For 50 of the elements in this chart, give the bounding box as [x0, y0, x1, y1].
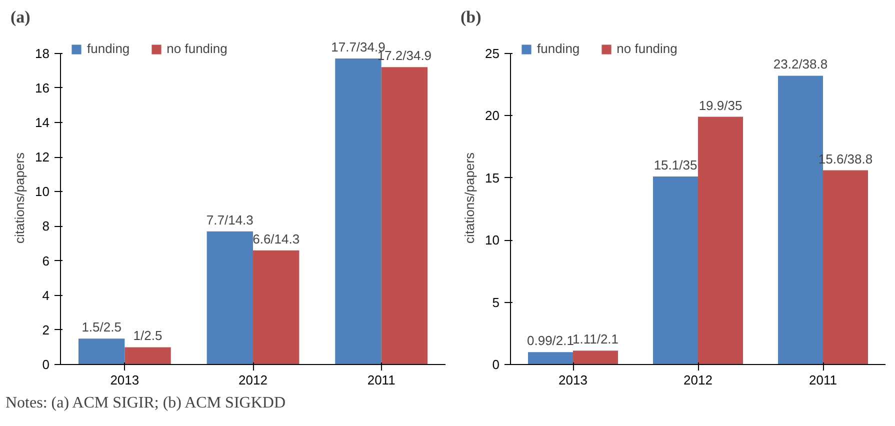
y-tick-label: 20 — [485, 108, 500, 124]
y-tick-label: 15 — [485, 170, 500, 186]
x-tick-label: 2011 — [367, 372, 396, 388]
data-label: 6.6/14.3 — [252, 231, 300, 246]
y-tick-label: 14 — [35, 114, 50, 130]
y-tick-label: 12 — [35, 150, 50, 165]
data-label: 7.7/14.3 — [206, 212, 254, 228]
x-tick-label: 2012 — [238, 372, 268, 388]
legend-label: funding — [537, 41, 580, 56]
x-tick-label: 2013 — [110, 372, 140, 388]
legend-label: funding — [87, 41, 130, 56]
bar — [823, 170, 868, 364]
data-label: 15.1/35 — [654, 158, 698, 173]
y-tick-label: 2 — [42, 322, 50, 338]
text: Notes: (a) ACM SIGIR; (b) ACM SIGKDD — [6, 394, 286, 412]
x-tick-label: 2013 — [558, 372, 588, 388]
y-tick-label: 0 — [42, 357, 50, 372]
chart-title: (a) — [10, 8, 30, 26]
y-tick-label: 5 — [492, 294, 500, 310]
y-tick-label: 0 — [492, 357, 500, 372]
legend-label: no funding — [166, 41, 228, 56]
bar — [573, 350, 618, 364]
data-label: 23.2/38.8 — [773, 56, 828, 72]
bar — [124, 347, 171, 364]
y-axis-title: citations/papers — [12, 152, 28, 244]
bar — [653, 176, 698, 364]
y-tick-label: 18 — [35, 46, 50, 61]
data-label: 19.9/35 — [698, 98, 742, 113]
y-tick-label: 4 — [42, 288, 50, 303]
bar — [528, 352, 573, 364]
y-tick-label: 25 — [485, 46, 500, 61]
x-tick-label: 2011 — [809, 372, 837, 388]
bar — [253, 250, 300, 364]
y-tick-label: 10 — [35, 184, 50, 200]
y-tick-label: 16 — [35, 80, 50, 96]
y-axis-title: citations/papers — [462, 152, 478, 244]
chart-title: (b) — [460, 8, 482, 26]
legend-label: no funding — [616, 41, 678, 56]
bar — [78, 338, 125, 364]
bar — [698, 116, 743, 364]
bar — [206, 231, 253, 364]
y-tick-label: 6 — [42, 253, 50, 268]
y-tick-label: 10 — [485, 232, 500, 248]
data-label: 0.99/2.1 — [527, 333, 574, 348]
x-tick-label: 2012 — [684, 372, 712, 388]
bar — [381, 67, 428, 364]
data-label: 1/2.5 — [133, 328, 162, 344]
y-tick-label: 8 — [42, 218, 50, 234]
data-label: 1.5/2.5 — [82, 320, 122, 335]
data-label: 1.11/2.1 — [572, 332, 619, 347]
